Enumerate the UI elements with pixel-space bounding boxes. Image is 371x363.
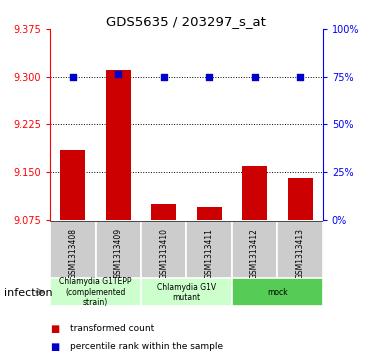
Bar [141,278,232,306]
Text: infection: infection [4,288,52,298]
Point [252,74,257,79]
Bar [232,221,278,278]
Text: GSM1313408: GSM1313408 [68,228,77,279]
Title: GDS5635 / 203297_s_at: GDS5635 / 203297_s_at [106,15,266,28]
Text: Chlamydia G1V
mutant: Chlamydia G1V mutant [157,282,216,302]
Bar [60,150,85,220]
Bar [278,221,323,278]
Bar [50,221,96,278]
Text: ■: ■ [50,342,59,352]
Point [161,74,167,79]
Text: ■: ■ [50,323,59,334]
Bar [151,204,176,220]
Bar [288,178,312,220]
Bar [50,278,141,306]
Text: GSM1313413: GSM1313413 [296,228,305,279]
Point [70,74,76,79]
Text: GSM1313412: GSM1313412 [250,228,259,279]
Point [206,74,212,79]
Bar [96,221,141,278]
Text: Chlamydia G1TEPP
(complemented
strain): Chlamydia G1TEPP (complemented strain) [59,277,132,307]
Bar [232,278,323,306]
Bar [242,166,267,220]
Bar [141,221,187,278]
Point [297,74,303,79]
Text: GSM1313410: GSM1313410 [159,228,168,279]
Point [115,71,121,77]
Text: percentile rank within the sample: percentile rank within the sample [70,342,224,351]
Bar [197,207,221,220]
Text: GSM1313411: GSM1313411 [205,228,214,279]
Bar [187,221,232,278]
Text: GSM1313409: GSM1313409 [114,228,123,279]
Text: transformed count: transformed count [70,324,155,333]
Text: mock: mock [267,288,288,297]
Bar [106,70,131,220]
